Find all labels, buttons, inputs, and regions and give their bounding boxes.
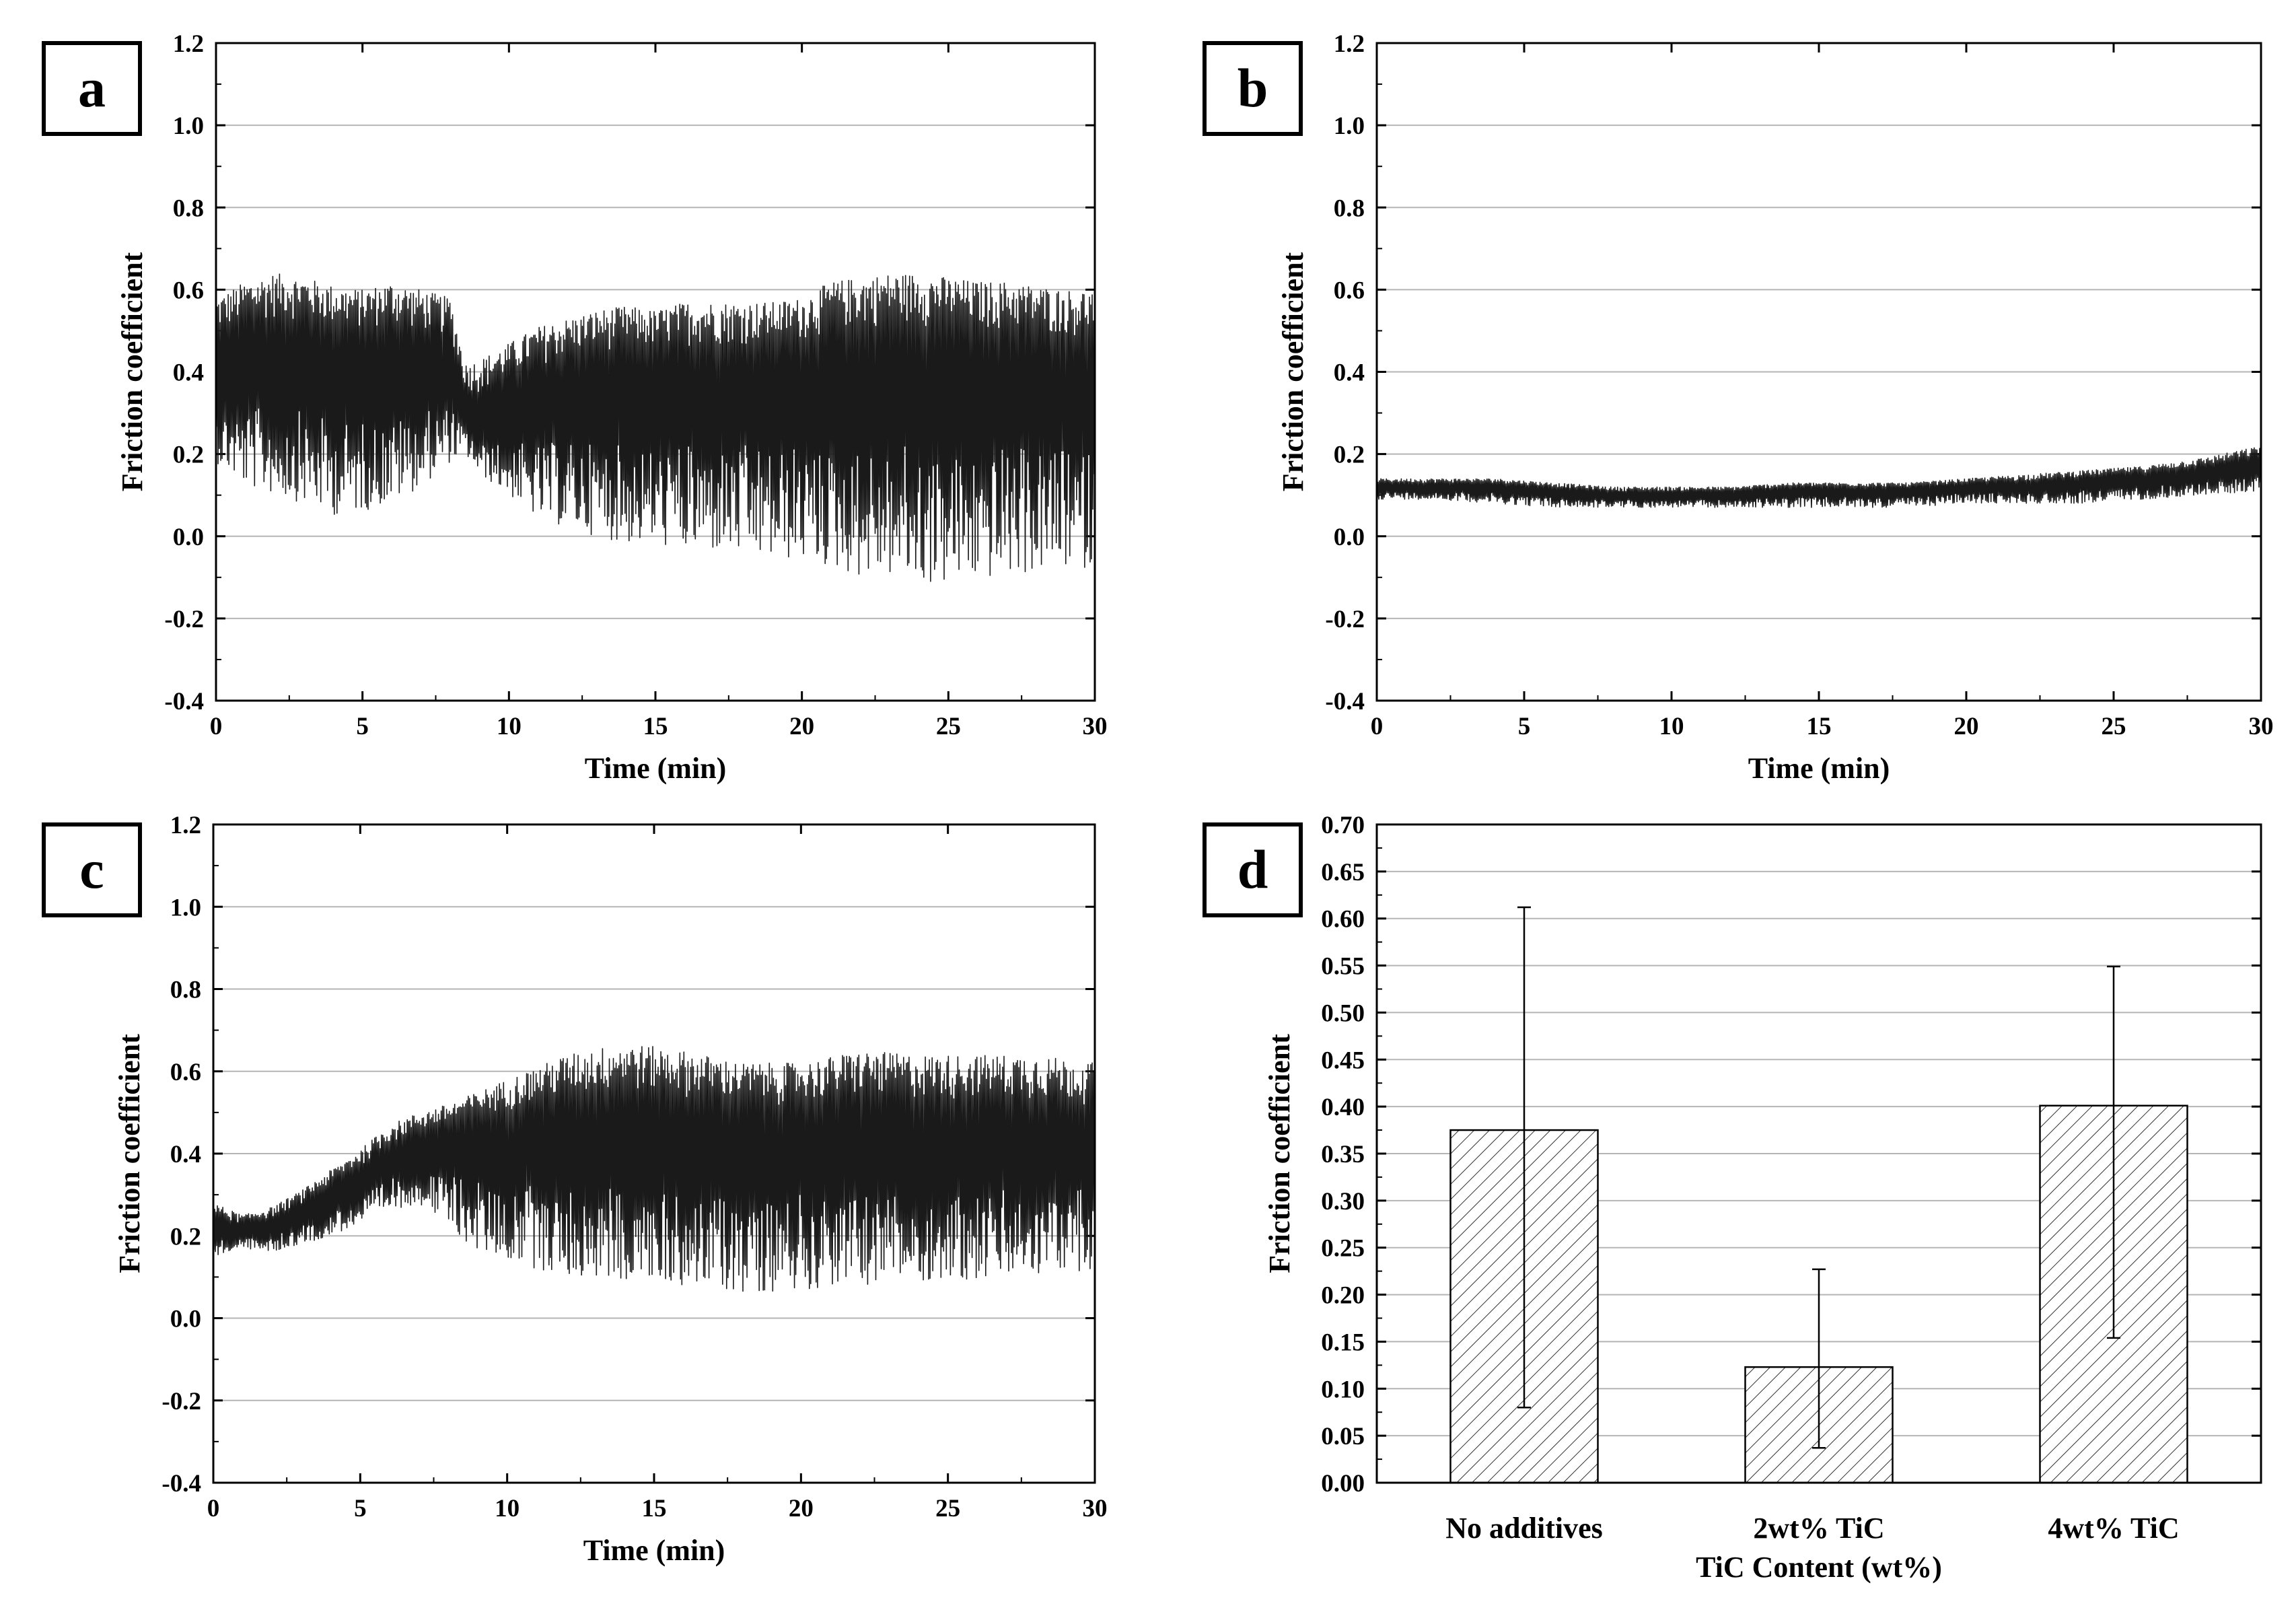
y-tick-label: 0.2 <box>1334 442 1365 469</box>
y-tick-label: 1.2 <box>173 30 204 58</box>
y-tick-label: 0.8 <box>1334 195 1365 222</box>
y-tick-label: 0.45 <box>1321 1047 1365 1074</box>
y-tick-label: 0.25 <box>1321 1235 1365 1263</box>
x-axis-title: Time (min) <box>1748 752 1890 785</box>
y-tick-label: 0.35 <box>1321 1141 1365 1168</box>
y-tick-label: 0.00 <box>1321 1470 1365 1498</box>
x-tick-label: 10 <box>497 713 522 740</box>
x-tick-label: 25 <box>936 713 961 740</box>
plot-frame <box>1375 823 2262 1484</box>
y-tick-label: 0.55 <box>1321 953 1365 981</box>
plot-frame <box>212 823 1096 1484</box>
x-tick-label: 5 <box>356 713 369 740</box>
plot-frame <box>215 42 1096 702</box>
x-tick-label: 5 <box>1518 713 1531 740</box>
x-tick-label: 0 <box>207 1495 220 1522</box>
panel-c: -0.4 -0.2 0.0 0.2 0.4 0.6 0.8 1.0 1.2 Friction co… <box>42 812 1108 1567</box>
y-tick-label: 0.0 <box>173 524 204 551</box>
y-tick-label: -0.2 <box>162 1388 201 1415</box>
y-tick-label: 1.2 <box>170 812 201 839</box>
y-tick-label: 0.8 <box>173 195 204 222</box>
series-line-a <box>215 273 1096 582</box>
y-axis-title: Friction coefficient <box>116 252 149 491</box>
y-axis-title: Friction coefficient <box>113 1034 146 1273</box>
x-tick-label: 0 <box>210 713 223 740</box>
x-tick-label: 20 <box>789 1495 814 1522</box>
plot-frame <box>1375 42 2262 702</box>
x-axis-title: Time (min) <box>583 1534 725 1567</box>
y-tick-label: 1.0 <box>173 112 204 140</box>
panel-d: 0.00 0.05 0.10 0.15 0.20 0.25 0.30 0.35 0.40 0.45… <box>1203 812 2262 1584</box>
y-tick-label: 0.65 <box>1321 859 1365 886</box>
y-tick-label: 0.0 <box>170 1306 201 1333</box>
x-tick-label: 0 <box>1371 713 1384 740</box>
x-tick-label: 25 <box>935 1495 960 1522</box>
x-tick-label: 5 <box>354 1495 367 1522</box>
y-tick-label: 0.6 <box>170 1059 201 1086</box>
y-tick-label: 0.4 <box>170 1141 201 1168</box>
y-tick-label: 0.6 <box>1334 277 1365 304</box>
category-label: 2wt% TiC <box>1753 1512 1884 1545</box>
y-tick-label: 0.40 <box>1321 1094 1365 1121</box>
y-tick-label: 0.8 <box>170 977 201 1004</box>
x-tick-label: 10 <box>495 1495 519 1522</box>
panel-a: -0.4 -0.2 0.0 0.2 0.4 0.6 0.8 1.0 1.2 Friction co… <box>42 30 1108 785</box>
y-tick-label: 1.2 <box>1334 30 1365 58</box>
x-tick-label: 20 <box>789 713 814 740</box>
x-tick-label: 30 <box>2249 713 2274 740</box>
y-tick-label: 0.10 <box>1321 1376 1365 1403</box>
y-axis-title: Friction coefficient <box>1277 252 1310 491</box>
x-axis-title: Time (min) <box>585 752 727 785</box>
x-tick-label: 15 <box>642 1495 667 1522</box>
panel-label-box <box>42 41 142 136</box>
y-tick-label: 0.60 <box>1321 906 1365 934</box>
y-tick-label: -0.2 <box>1325 606 1365 633</box>
y-tick-label: 0.6 <box>173 277 204 304</box>
x-tick-label: 30 <box>1083 713 1108 740</box>
y-tick-label: 1.0 <box>170 894 201 921</box>
y-tick-label: 0.2 <box>170 1223 201 1251</box>
y-tick-label: 0.70 <box>1321 812 1365 839</box>
x-tick-label: 20 <box>1954 713 1979 740</box>
x-tick-label: 15 <box>643 713 668 740</box>
y-tick-label: -0.4 <box>164 688 204 715</box>
x-tick-label: 10 <box>1659 713 1684 740</box>
series-line-c <box>213 1046 1096 1292</box>
x-tick-label: 25 <box>2102 713 2126 740</box>
y-tick-label: 0.50 <box>1321 999 1365 1027</box>
y-tick-label: 0.0 <box>1334 524 1365 551</box>
panel-label-box <box>1203 822 1303 917</box>
y-tick-label: 0.2 <box>173 442 204 469</box>
y-tick-label: -0.4 <box>1325 688 1365 715</box>
x-axis-title: TiC Content (wt%) <box>1696 1551 1942 1584</box>
x-tick-label: 30 <box>1083 1495 1108 1522</box>
panel-label-box <box>42 822 142 917</box>
panel-label: a <box>78 57 106 118</box>
y-tick-label: 1.0 <box>1334 112 1365 140</box>
panel-label-box <box>1203 41 1303 136</box>
y-tick-label: 0.4 <box>173 359 204 387</box>
y-tick-label: 0.4 <box>1334 359 1365 387</box>
y-tick-label: 0.15 <box>1321 1329 1365 1356</box>
category-label: 4wt% TiC <box>2048 1512 2179 1545</box>
panel-label: d <box>1237 839 1268 900</box>
panel-b: -0.4 -0.2 0.0 0.2 0.4 0.6 0.8 1.0 1.2 Friction co… <box>1203 30 2274 785</box>
y-tick-label: 0.20 <box>1321 1282 1365 1310</box>
y-axis-title: Friction coefficient <box>1263 1034 1296 1273</box>
y-tick-label: -0.4 <box>162 1470 201 1498</box>
category-label: No additives <box>1445 1512 1602 1545</box>
y-tick-label: -0.2 <box>164 606 204 633</box>
y-tick-label: 0.05 <box>1321 1423 1365 1450</box>
y-tick-label: 0.30 <box>1321 1188 1365 1216</box>
panel-label: b <box>1237 57 1268 118</box>
panel-label: c <box>79 839 104 900</box>
x-tick-label: 15 <box>1807 713 1832 740</box>
series-line-b <box>1376 447 2262 508</box>
